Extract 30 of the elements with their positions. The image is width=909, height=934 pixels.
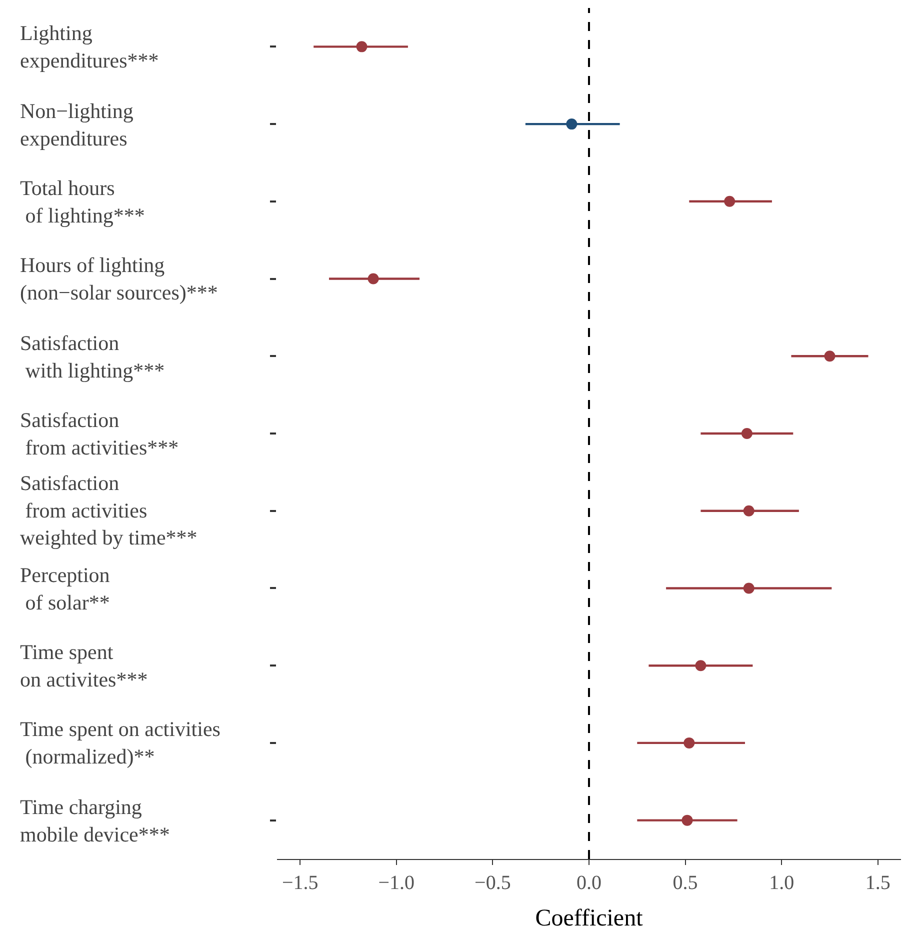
x-tick-label: −1.0 [378,872,415,894]
point [824,350,836,362]
y-tick-label: Satisfaction from activities weighted by time*** [20,471,198,550]
x-tick-label: 0.5 [672,872,698,894]
point [743,505,754,516]
point [741,428,752,439]
point [724,196,736,207]
x-tick-label: −1.5 [282,872,318,894]
y-tick-label: Time charging mobile device*** [20,795,170,846]
point [695,660,706,672]
x-tick-label: 0.0 [576,872,602,894]
x-axis-title: Coefficient [535,905,644,932]
y-tick-label: Non−lighting expenditures [20,99,134,150]
y-tick-label: Lighting expenditures*** [20,21,159,72]
point [682,814,693,826]
point [356,41,368,52]
y-tick-label: Satisfaction with lighting*** [20,331,165,382]
y-tick-label: Time spent on activites*** [20,640,148,692]
point [684,737,695,748]
y-tick-label: Time spent on activities (normalized)** [20,717,220,768]
y-tick-label: Perception of solar** [20,563,110,614]
x-tick-label: 1.0 [769,872,794,894]
x-tick-label: 1.5 [865,872,890,894]
y-tick-label: Satisfaction from activities*** [20,408,179,460]
point [566,118,578,130]
y-tick-label: Hours of lighting (non−solar sources)*** [20,253,218,304]
point [368,273,379,284]
y-tick-label: Total hours of lighting*** [20,176,145,228]
x-tick-label: −0.5 [474,872,511,894]
point [743,582,754,594]
